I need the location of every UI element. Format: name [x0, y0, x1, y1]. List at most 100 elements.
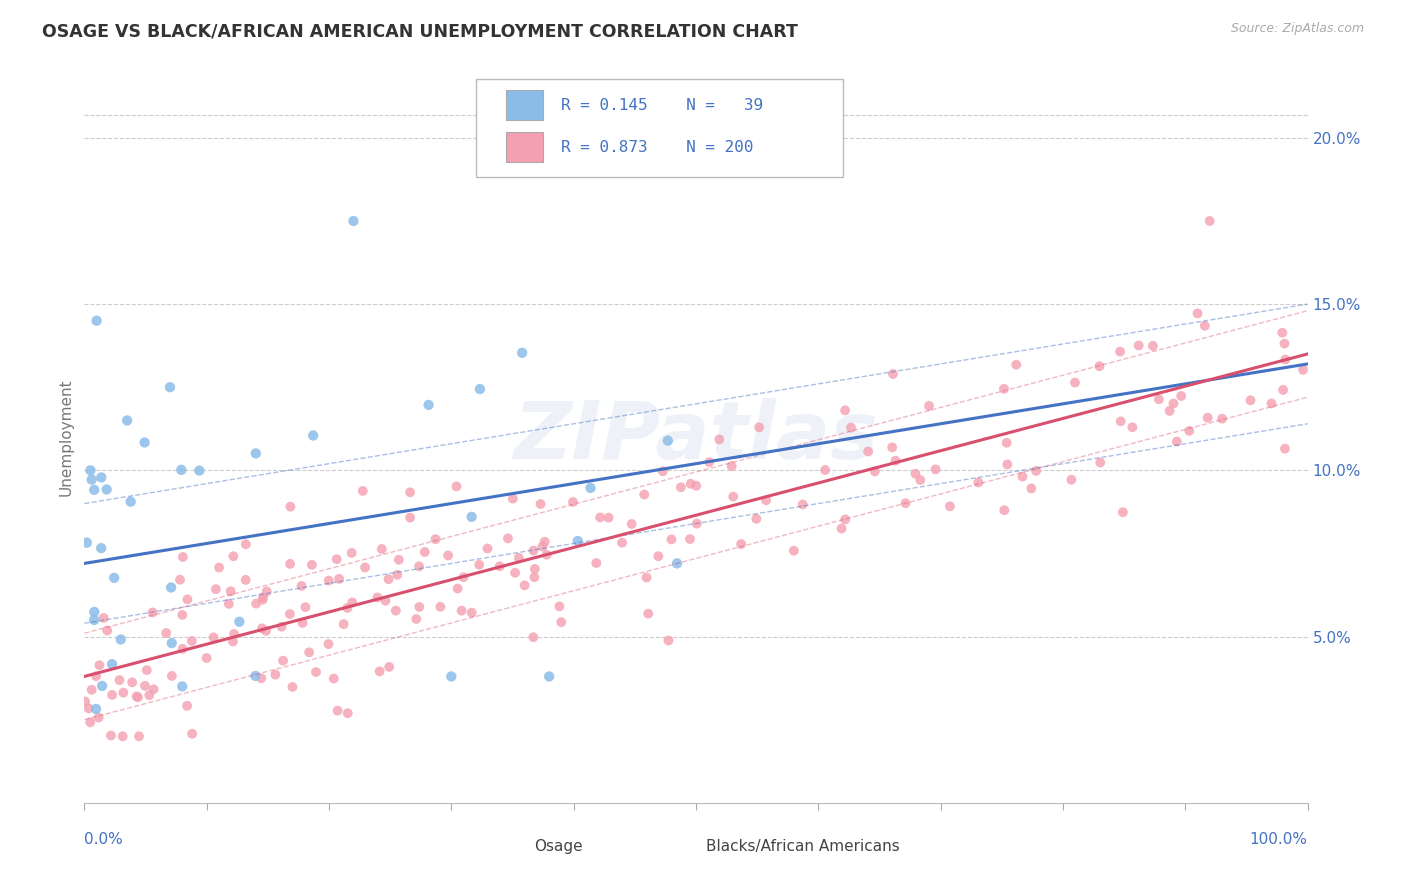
Point	[1064, 376, 1087, 390]
Point	[181, 727, 204, 741]
Point	[1194, 318, 1216, 333]
FancyBboxPatch shape	[501, 836, 527, 858]
Point	[208, 560, 231, 574]
Point	[679, 532, 702, 546]
Point	[1142, 339, 1164, 353]
Y-axis label: Unemployment: Unemployment	[58, 378, 73, 496]
Point	[418, 398, 440, 412]
Point	[121, 675, 143, 690]
Point	[425, 532, 447, 546]
Point	[453, 570, 475, 584]
Point	[405, 612, 427, 626]
Point	[1271, 326, 1294, 340]
Point	[127, 690, 149, 705]
Point	[1178, 424, 1201, 438]
Point	[1011, 469, 1033, 483]
Point	[477, 541, 499, 556]
Point	[1128, 338, 1150, 352]
Point	[446, 479, 468, 493]
Point	[1170, 389, 1192, 403]
Point	[1109, 414, 1132, 428]
Point	[669, 480, 692, 494]
Point	[271, 654, 294, 668]
Point	[160, 636, 183, 650]
Point	[264, 667, 287, 681]
Point	[918, 399, 941, 413]
Point	[834, 403, 856, 417]
Point	[523, 570, 546, 584]
Point	[429, 599, 451, 614]
Point	[235, 537, 257, 551]
Point	[290, 579, 312, 593]
Point	[325, 552, 347, 566]
Point	[142, 682, 165, 697]
Point	[904, 467, 927, 481]
Point	[1166, 434, 1188, 449]
Point	[135, 663, 157, 677]
Point	[75, 695, 97, 709]
Point	[80, 682, 103, 697]
Point	[110, 632, 132, 647]
Point	[354, 560, 377, 574]
Point	[169, 573, 191, 587]
Text: 0.0%: 0.0%	[84, 832, 124, 847]
Point	[408, 559, 430, 574]
Point	[294, 600, 316, 615]
Point	[155, 626, 177, 640]
Point	[1112, 505, 1135, 519]
Point	[318, 574, 340, 588]
Point	[730, 537, 752, 551]
Point	[1197, 410, 1219, 425]
Point	[222, 549, 245, 564]
Point	[884, 453, 907, 467]
Point	[222, 627, 245, 641]
Point	[697, 455, 720, 469]
Point	[792, 498, 814, 512]
Point	[170, 463, 193, 477]
Point	[686, 516, 709, 531]
Text: Source: ZipAtlas.com: Source: ZipAtlas.com	[1230, 22, 1364, 36]
Point	[496, 532, 519, 546]
Point	[108, 673, 131, 687]
Point	[352, 483, 374, 498]
Point	[863, 464, 886, 478]
Point	[1292, 363, 1315, 377]
Point	[176, 592, 198, 607]
Point	[336, 601, 359, 615]
Point	[111, 729, 134, 743]
Point	[228, 615, 250, 629]
Point	[160, 581, 183, 595]
Text: OSAGE VS BLACK/AFRICAN AMERICAN UNEMPLOYMENT CORRELATION CHART: OSAGE VS BLACK/AFRICAN AMERICAN UNEMPLOY…	[42, 22, 799, 40]
Point	[112, 685, 135, 699]
Point	[79, 715, 101, 730]
Point	[326, 704, 349, 718]
Point	[252, 591, 274, 605]
Text: Blacks/African Americans: Blacks/African Americans	[706, 839, 900, 855]
Point	[1260, 396, 1282, 410]
Point	[235, 573, 257, 587]
Point	[1187, 306, 1209, 320]
Point	[120, 494, 142, 508]
Point	[488, 559, 510, 574]
Point	[748, 420, 770, 434]
Point	[125, 690, 148, 704]
Point	[995, 458, 1018, 472]
Point	[252, 592, 274, 607]
Point	[666, 557, 689, 571]
Point	[1198, 214, 1220, 228]
Point	[910, 473, 932, 487]
Point	[195, 651, 218, 665]
Point	[450, 604, 472, 618]
Point	[172, 607, 194, 622]
Point	[281, 680, 304, 694]
Point	[83, 483, 105, 497]
Point	[413, 545, 436, 559]
Point	[636, 570, 658, 584]
Point	[1274, 336, 1296, 351]
Point	[202, 631, 225, 645]
Point	[709, 433, 731, 447]
Point	[96, 483, 118, 497]
FancyBboxPatch shape	[506, 132, 543, 161]
Point	[84, 669, 107, 683]
Point	[377, 572, 399, 586]
